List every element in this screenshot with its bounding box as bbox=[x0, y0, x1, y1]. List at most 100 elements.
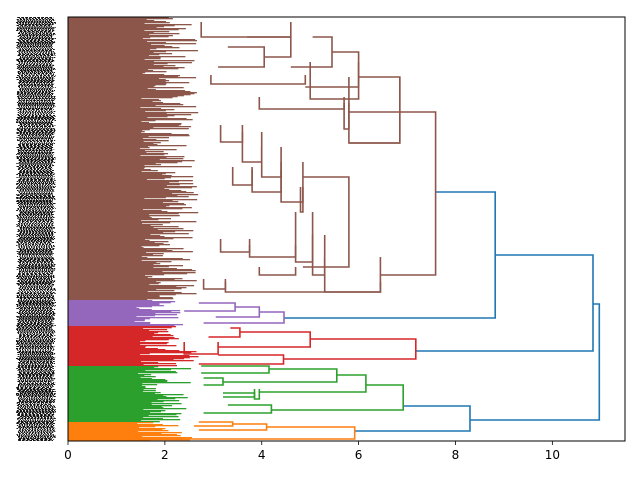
leaf-stub bbox=[68, 382, 191, 384]
leaf-stub bbox=[68, 233, 189, 235]
leaf-stub bbox=[68, 254, 154, 256]
leaf-stub bbox=[68, 421, 160, 423]
leaf-stub bbox=[68, 45, 165, 47]
leaf-stub bbox=[68, 357, 190, 359]
leaf-stub bbox=[68, 71, 167, 73]
leaf-stub bbox=[68, 312, 181, 314]
leaf-stub bbox=[68, 90, 186, 92]
leaf-stub bbox=[68, 114, 192, 116]
leaf-stub bbox=[68, 188, 165, 190]
leaf-stub bbox=[68, 68, 179, 70]
leaf-stub bbox=[68, 170, 158, 172]
leaf-stub bbox=[68, 162, 178, 164]
leaf-stub bbox=[68, 381, 168, 383]
leaf-stub bbox=[68, 66, 164, 68]
leaf-stub bbox=[68, 221, 197, 223]
leaf-stub bbox=[68, 274, 165, 276]
leaf-stub bbox=[68, 299, 148, 301]
leaf-stub bbox=[68, 142, 161, 144]
leaf-stub bbox=[68, 92, 197, 94]
dendrogram-link bbox=[348, 76, 401, 144]
leaf-stub bbox=[68, 167, 145, 169]
leaf-stub bbox=[68, 150, 146, 152]
leaf-stub bbox=[68, 151, 164, 153]
leaf-stub bbox=[68, 332, 159, 334]
leaf-stub bbox=[68, 250, 173, 252]
leaf-stub bbox=[68, 103, 181, 105]
leaf-stub bbox=[68, 384, 158, 386]
leaf-stub bbox=[68, 369, 172, 371]
leaf-stub bbox=[68, 184, 180, 186]
leaf-stub bbox=[68, 315, 156, 317]
leaf-stub bbox=[68, 77, 197, 79]
dendrogram-link bbox=[311, 235, 326, 276]
leaf-stub bbox=[68, 55, 149, 57]
leaf-stub bbox=[68, 176, 194, 178]
leaf-stub bbox=[68, 83, 167, 85]
leaf-stub bbox=[68, 304, 160, 306]
dendrogram-link bbox=[284, 191, 497, 319]
leaf-stub bbox=[68, 101, 153, 103]
leaf-stub bbox=[68, 255, 163, 257]
leaf-stub bbox=[68, 343, 167, 345]
leaf-stub bbox=[68, 23, 145, 25]
leaf-stub bbox=[68, 417, 144, 419]
leaf-stub bbox=[68, 190, 182, 192]
dendrogram-link bbox=[299, 187, 304, 213]
leaf-stub bbox=[68, 271, 163, 273]
x-tick-label: 4 bbox=[258, 448, 266, 462]
leaf-stub bbox=[68, 21, 167, 23]
leaf-stub bbox=[68, 179, 148, 181]
leaf-stub bbox=[68, 82, 190, 84]
leaf-stub bbox=[68, 420, 142, 422]
leaf-stub bbox=[68, 432, 182, 434]
leaf-stub bbox=[68, 301, 176, 303]
dendrogram-link bbox=[198, 354, 285, 365]
leaf-stub bbox=[68, 397, 188, 399]
dendrogram-link bbox=[224, 282, 382, 293]
leaf-stub bbox=[68, 241, 169, 243]
leaf-stub bbox=[68, 288, 182, 290]
leaf-stub bbox=[68, 317, 179, 319]
leaf-stub bbox=[68, 253, 164, 255]
leaf-stub bbox=[68, 217, 152, 219]
leaf-stub bbox=[68, 307, 137, 309]
leaf-stub bbox=[68, 137, 169, 139]
leaf-stub bbox=[68, 377, 141, 379]
leaf-stub bbox=[68, 203, 185, 205]
x-tick-label: 6 bbox=[355, 448, 363, 462]
leaf-stub bbox=[68, 281, 157, 283]
leaf-stub bbox=[68, 319, 145, 321]
leaf-stub bbox=[68, 174, 163, 176]
leaf-stub bbox=[68, 121, 142, 123]
dendrogram-link bbox=[210, 75, 307, 85]
leaf-stub bbox=[68, 306, 153, 308]
leaf-stub bbox=[68, 216, 150, 218]
leaf-stub bbox=[68, 207, 192, 209]
leaf-stub bbox=[68, 165, 145, 167]
dendrogram-link bbox=[219, 125, 244, 143]
leaf-stub bbox=[68, 292, 182, 294]
leaf-stub bbox=[68, 296, 160, 298]
leaf-stub bbox=[68, 245, 160, 247]
leaf-stub bbox=[68, 178, 165, 180]
leaf-stub bbox=[68, 264, 154, 266]
leaf-stub bbox=[68, 316, 137, 318]
leaf-stub bbox=[68, 342, 169, 344]
leaf-stub bbox=[68, 392, 161, 394]
leaf-stub bbox=[68, 186, 197, 188]
leaf-stub bbox=[68, 41, 148, 43]
leaf-stub bbox=[68, 47, 180, 49]
leaf-stub bbox=[68, 145, 187, 147]
leaf-stub bbox=[68, 378, 152, 380]
dendrogram-link bbox=[280, 162, 304, 203]
leaf-stub bbox=[68, 427, 139, 429]
leaf-stub bbox=[68, 329, 168, 331]
leaf-stub bbox=[68, 385, 142, 387]
dendrogram-link bbox=[184, 302, 236, 312]
leaf-stub bbox=[68, 48, 157, 50]
leaf-stub bbox=[68, 88, 148, 90]
leaf-stub bbox=[68, 74, 165, 76]
leaf-stub bbox=[68, 79, 166, 81]
